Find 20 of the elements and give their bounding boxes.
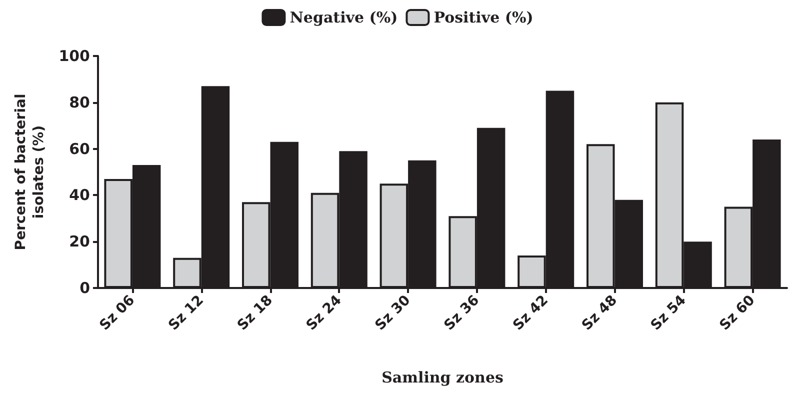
x-tick-label: Sz 24 bbox=[303, 292, 345, 334]
x-axis-title: Samling zones bbox=[382, 368, 504, 386]
x-tick-label: Sz 60 bbox=[716, 292, 758, 334]
x-tick-label: Sz 48 bbox=[579, 292, 620, 334]
legend-label: Positive (%) bbox=[434, 8, 534, 26]
x-tick-label: Sz 54 bbox=[648, 292, 690, 334]
y-tick-label: 0 bbox=[80, 279, 90, 297]
x-tick-label: Sz 18 bbox=[234, 292, 276, 334]
x-tick-label: Sz 42 bbox=[510, 292, 552, 334]
legend-label: Negative (%) bbox=[290, 8, 398, 26]
x-tick-label: Sz 12 bbox=[166, 292, 208, 334]
y-tick-label: 20 bbox=[69, 232, 90, 251]
y-tick-label: 80 bbox=[69, 93, 90, 112]
x-tick-label: Sz 36 bbox=[441, 292, 483, 334]
y-tick-label: 60 bbox=[69, 140, 90, 158]
x-tick-label: Sz 06 bbox=[96, 292, 138, 334]
y-axis-title: Percent of bacterial isolates (%) bbox=[12, 94, 47, 250]
x-tick-label: Sz 30 bbox=[372, 292, 414, 334]
y-tick-label: 100 bbox=[58, 47, 90, 65]
y-tick-label: 40 bbox=[69, 186, 90, 204]
